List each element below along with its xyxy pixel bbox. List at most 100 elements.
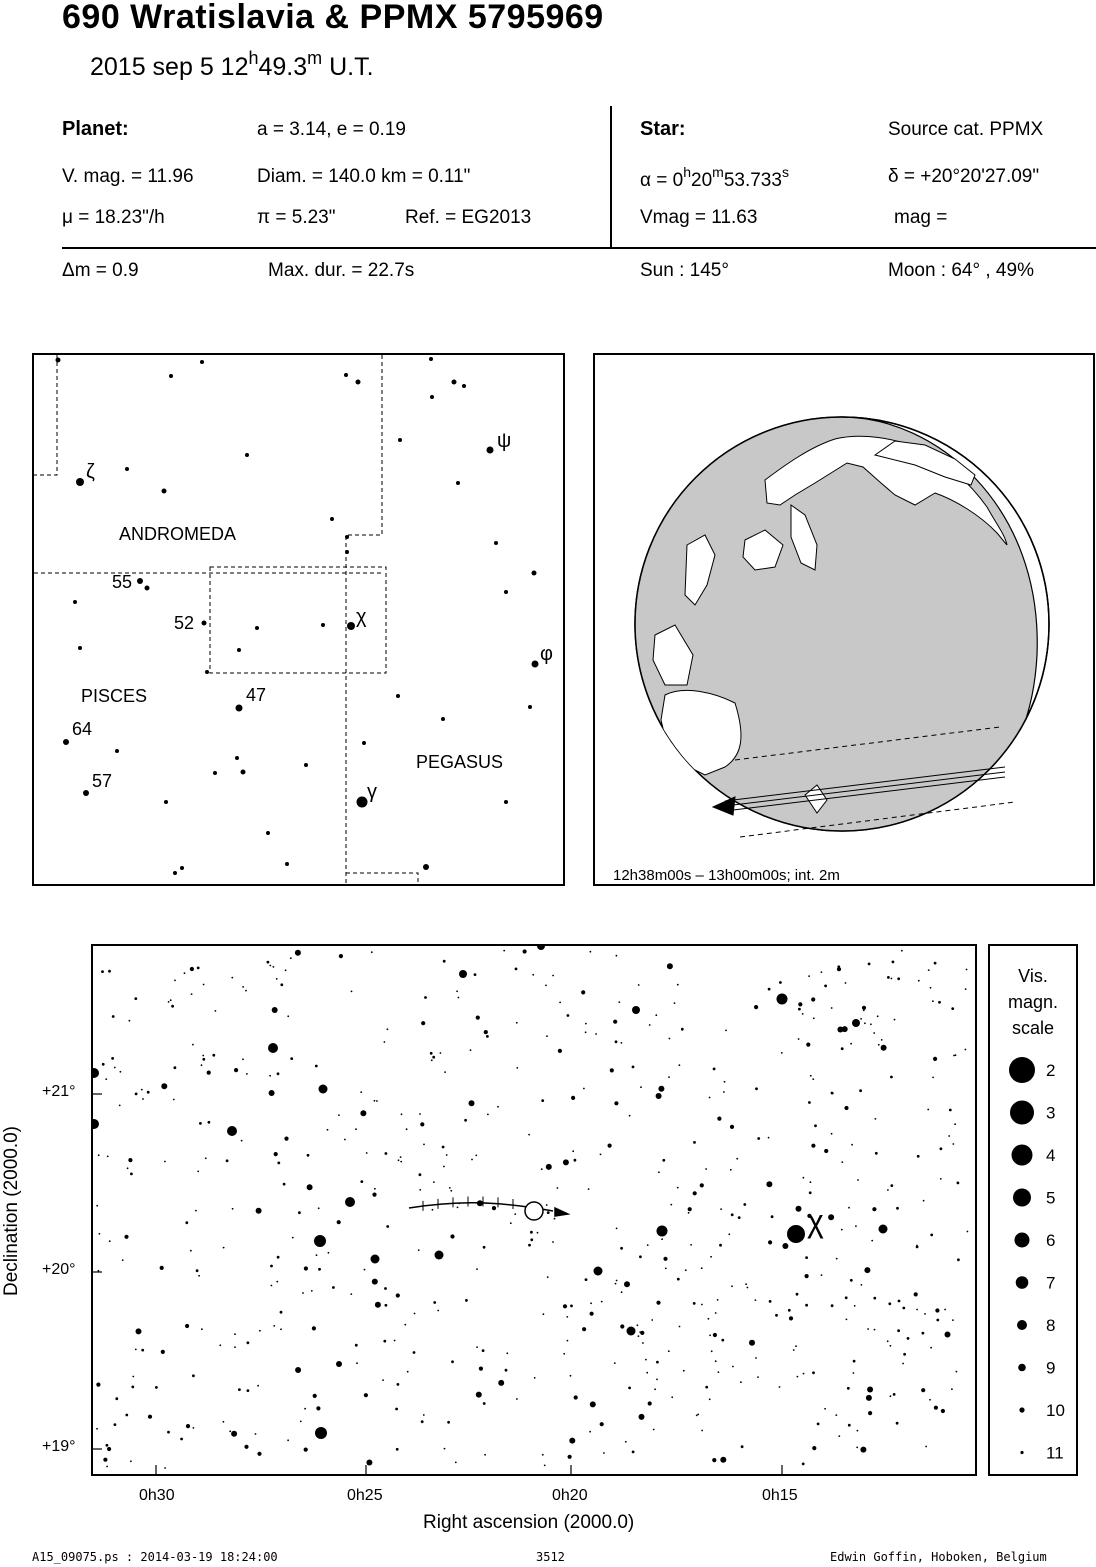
magnitude-scale-dot (1009, 1057, 1035, 1083)
star-dot (620, 1042, 623, 1044)
star-dot (938, 1000, 941, 1004)
magnitude-scale: Vis. magn. scale 2 3 4 5 6 7 8 9 10 11 (988, 944, 1078, 1476)
star-dot (395, 1407, 398, 1411)
star-dot (692, 1191, 697, 1196)
star-mag: mag = (894, 207, 948, 228)
bright-star (537, 946, 545, 950)
star-dot (338, 1114, 340, 1116)
star-dot (740, 1381, 742, 1384)
star-dot (201, 1328, 203, 1331)
star-dot (767, 1136, 770, 1139)
star-dot (667, 1350, 670, 1353)
star-dot (876, 1015, 879, 1018)
star-dot (219, 1344, 222, 1347)
star-dot (424, 996, 427, 999)
star-label-psi: ψ (497, 430, 511, 452)
star-dot (729, 1124, 735, 1129)
star-dot (668, 1037, 671, 1040)
star-dot (456, 1206, 459, 1209)
star-dot (835, 1257, 838, 1260)
star-dot (386, 1028, 389, 1031)
star-dot (373, 1099, 376, 1102)
star-label-55: 55 (112, 572, 132, 592)
star-dot (778, 1386, 781, 1388)
footer-file: A15_09075.ps : 2014-03-19 18:24:00 (32, 1550, 278, 1564)
star-dot (964, 988, 967, 990)
star-dot (639, 1255, 642, 1259)
star-dot (113, 1423, 117, 1426)
star-dot (197, 1170, 200, 1173)
star-dot (940, 1408, 946, 1414)
star-dot (275, 978, 278, 980)
star-dot (717, 1116, 722, 1121)
star-dot (237, 648, 241, 652)
star-dot (620, 1246, 623, 1250)
star-dot (828, 1214, 835, 1221)
star-dot (892, 1393, 896, 1396)
star-dot (478, 1366, 483, 1371)
star-dot (207, 1120, 211, 1124)
star-dot (174, 979, 176, 982)
star-dot (306, 1153, 310, 1157)
globe-time-caption: 12h38m00s – 13h00m00s; int. 2m (613, 867, 840, 884)
star-dot (437, 1309, 440, 1312)
star-dot (504, 800, 508, 804)
star-dot (399, 1156, 402, 1158)
star-dot (303, 1266, 308, 1271)
star-dot (721, 1338, 725, 1342)
star-dot (770, 1215, 774, 1219)
star-dot (906, 1337, 910, 1340)
star-dot (584, 1278, 588, 1281)
star-dot (873, 1032, 876, 1034)
star-dot (76, 478, 84, 486)
star-dot (587, 1188, 590, 1190)
star-dot (383, 1339, 387, 1343)
star-dot (933, 1405, 939, 1410)
star-dot (710, 1255, 712, 1258)
star-dot (705, 1168, 707, 1170)
star-dot (167, 1430, 170, 1434)
magnitude-scale-dot (1020, 1450, 1024, 1455)
bright-star (878, 1224, 888, 1234)
star-dot (820, 971, 823, 973)
star-dot (913, 1292, 918, 1297)
star-dot (185, 1323, 190, 1329)
star-dot (115, 1397, 119, 1401)
star-dot (169, 999, 172, 1002)
star-dot (666, 963, 673, 970)
star-dot (652, 1428, 655, 1431)
star-dot (245, 989, 247, 992)
star-label-57: 57 (92, 771, 112, 791)
star-dot (847, 1423, 851, 1427)
star-dot (948, 1108, 952, 1112)
star-dot (701, 1429, 703, 1432)
star-dot (589, 950, 592, 953)
ra-tick-0h15: 0h15 (762, 1487, 798, 1504)
star-dot (886, 1340, 889, 1343)
star-dot (430, 395, 434, 399)
ra-tick-0h20: 0h20 (552, 1487, 588, 1504)
star-dot (922, 1199, 925, 1202)
star-dot (837, 1026, 844, 1033)
star-dot (242, 1058, 244, 1061)
star-dot (395, 1447, 399, 1451)
star-dot (954, 1054, 957, 1057)
star-dot (903, 1352, 906, 1356)
star-dot (234, 1068, 239, 1073)
star-dot (865, 1394, 872, 1401)
star-dot (830, 1007, 833, 1009)
star-dot (795, 1345, 797, 1348)
star-dot (294, 949, 301, 956)
star-dot (872, 1207, 877, 1212)
star-dot (246, 1073, 248, 1075)
star-dot (125, 1413, 129, 1417)
star-dot (889, 1395, 892, 1398)
star-dot (396, 694, 400, 698)
star-dot (287, 1015, 290, 1018)
magnitude-scale-dot (1019, 1407, 1025, 1413)
bright-star (93, 1068, 99, 1078)
star-dot (406, 1370, 409, 1373)
star-dot (124, 1234, 129, 1239)
magnitude-scale-dot (1015, 1276, 1029, 1289)
star-dot (183, 972, 186, 975)
